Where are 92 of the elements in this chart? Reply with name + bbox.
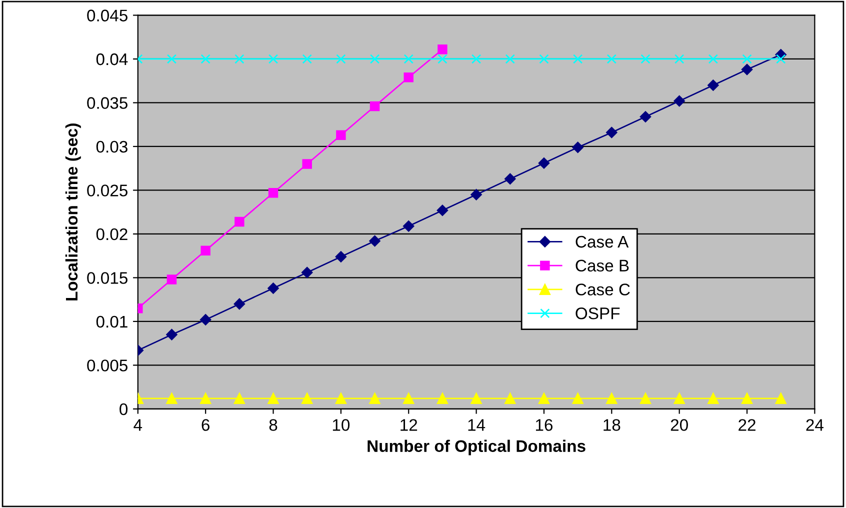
point bbox=[234, 216, 244, 227]
point bbox=[438, 44, 448, 54]
legend-label: OSPF bbox=[576, 307, 620, 320]
point bbox=[335, 392, 346, 404]
point bbox=[708, 392, 719, 404]
point bbox=[200, 392, 212, 404]
y-tick-label: 0.03 bbox=[96, 140, 128, 153]
point bbox=[606, 54, 617, 64]
legend-label: Case C bbox=[576, 284, 630, 296]
y-tick-label: 0.045 bbox=[87, 10, 128, 22]
legend-label: Case A bbox=[576, 236, 629, 248]
point bbox=[268, 54, 278, 64]
point bbox=[234, 54, 244, 64]
point bbox=[336, 54, 346, 64]
point bbox=[166, 54, 177, 64]
point bbox=[504, 173, 516, 184]
point bbox=[640, 392, 652, 404]
point bbox=[674, 54, 684, 64]
point bbox=[538, 392, 550, 404]
point bbox=[708, 80, 719, 91]
point bbox=[640, 54, 650, 64]
point bbox=[776, 54, 786, 64]
point bbox=[404, 72, 414, 82]
x-tick-label: 12 bbox=[400, 419, 418, 431]
point bbox=[369, 392, 380, 404]
point bbox=[504, 392, 516, 404]
point bbox=[470, 188, 482, 200]
y-tick-label: 0.025 bbox=[87, 184, 128, 196]
point bbox=[436, 392, 448, 404]
y-tick-label: 0.035 bbox=[87, 97, 128, 109]
point bbox=[166, 328, 178, 340]
point bbox=[539, 54, 549, 64]
y-tick-label: 0.01 bbox=[96, 316, 128, 328]
x-tick-label: 22 bbox=[738, 419, 756, 431]
y-axis-title: Localization time (sec) bbox=[65, 124, 81, 300]
point bbox=[742, 54, 752, 64]
point bbox=[403, 392, 414, 404]
point bbox=[200, 246, 210, 256]
point bbox=[640, 111, 652, 122]
legend-label: Case B bbox=[576, 260, 629, 272]
point bbox=[335, 251, 347, 262]
point bbox=[369, 235, 380, 247]
point bbox=[505, 54, 515, 64]
point bbox=[268, 392, 279, 404]
point bbox=[606, 126, 618, 138]
point bbox=[471, 54, 482, 64]
point bbox=[572, 392, 584, 404]
x-axis-title: Number of Optical Domains bbox=[368, 440, 586, 456]
y-tick-label: 0.02 bbox=[96, 228, 128, 240]
point bbox=[234, 298, 246, 310]
point bbox=[200, 314, 212, 326]
point bbox=[370, 101, 380, 112]
point bbox=[200, 54, 210, 64]
point bbox=[166, 392, 178, 404]
point bbox=[302, 54, 312, 64]
point bbox=[572, 54, 583, 64]
x-tick-label: 18 bbox=[604, 419, 620, 431]
point bbox=[301, 266, 313, 278]
point bbox=[403, 220, 414, 232]
point bbox=[470, 392, 482, 404]
point bbox=[674, 95, 685, 107]
point bbox=[674, 392, 685, 404]
x-tick-label: 6 bbox=[202, 419, 210, 431]
point bbox=[741, 392, 753, 404]
x-tick-label: 10 bbox=[332, 419, 350, 431]
point bbox=[606, 392, 618, 404]
point bbox=[268, 188, 278, 198]
point bbox=[436, 204, 448, 216]
point bbox=[370, 54, 380, 64]
point bbox=[775, 392, 786, 404]
point bbox=[268, 282, 279, 294]
point bbox=[708, 54, 718, 64]
point bbox=[538, 157, 550, 169]
point bbox=[166, 274, 177, 284]
point bbox=[438, 54, 448, 64]
y-tick-label: 0 bbox=[120, 403, 128, 416]
point bbox=[741, 64, 753, 76]
x-tick-label: 16 bbox=[536, 419, 553, 431]
point bbox=[404, 54, 414, 64]
y-tick-label: 0.04 bbox=[96, 53, 128, 66]
x-tick-label: 24 bbox=[806, 419, 824, 431]
point bbox=[234, 392, 245, 404]
point bbox=[572, 142, 584, 153]
x-tick-label: 14 bbox=[468, 419, 486, 431]
point bbox=[336, 130, 346, 140]
x-tick-label: 4 bbox=[134, 419, 142, 431]
y-tick-label: 0.015 bbox=[87, 272, 128, 284]
point bbox=[302, 159, 312, 169]
x-tick-label: 8 bbox=[269, 419, 278, 431]
y-tick-label: 0.005 bbox=[87, 360, 128, 372]
x-tick-label: 20 bbox=[670, 419, 688, 431]
point bbox=[302, 392, 313, 404]
